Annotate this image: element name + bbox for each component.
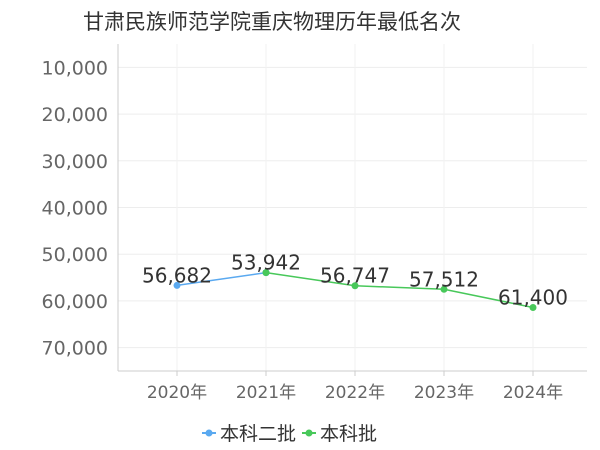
data-point	[529, 303, 537, 311]
data-point	[173, 281, 181, 289]
data-label: 56,682	[142, 263, 212, 287]
x-tick-label: 2021年	[236, 383, 296, 403]
data-label: 61,400	[498, 285, 568, 309]
data-point	[351, 282, 359, 290]
y-tick-label: 60,000	[42, 291, 108, 313]
y-tick-label: 70,000	[42, 338, 108, 360]
y-tick-label: 50,000	[42, 244, 108, 266]
y-tick-label: 40,000	[42, 198, 108, 220]
y-tick-label: 10,000	[42, 57, 108, 79]
series-line	[265, 271, 534, 309]
data-label: 57,512	[409, 267, 479, 291]
legend-swatch-dot	[205, 429, 213, 437]
x-tick-label: 2023年	[414, 383, 474, 403]
axis-layer: 10,000 20,000 30,000 40,000 50,000 60,000 70,0…	[42, 44, 587, 403]
y-tick-label: 30,000	[42, 151, 108, 173]
data-point	[262, 269, 270, 277]
data-label-layer: 56,682 53,942 56,747 57,512 61,400	[142, 251, 568, 310]
x-tick-label: 2024年	[503, 383, 563, 403]
data-label: 53,942	[231, 251, 301, 275]
grid-layer	[118, 44, 587, 371]
series-line	[176, 271, 267, 287]
x-tick-label: 2022年	[325, 383, 385, 403]
series-layer	[173, 269, 537, 311]
legend-label: 本科二批	[220, 423, 296, 445]
legend-label: 本科批	[320, 423, 377, 445]
data-point	[440, 285, 448, 293]
data-label: 56,747	[320, 264, 390, 288]
chart-title: 甘肃民族师范学院重庆物理历年最低名次	[83, 10, 461, 34]
y-tick-label: 20,000	[42, 104, 108, 126]
legend-swatch-dot	[305, 429, 313, 437]
legend: 本科二批 本科批	[202, 423, 377, 445]
x-tick-label: 2020年	[147, 383, 207, 403]
